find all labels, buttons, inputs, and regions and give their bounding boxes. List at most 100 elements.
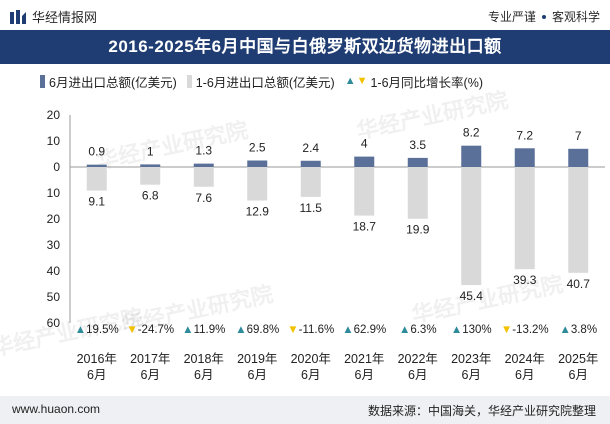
x-tick-label: 2022年 [398,352,438,366]
data-label-cumulative: 18.7 [353,220,377,234]
growth-rate-value: 11.9% [194,324,226,336]
growth-rate-label: ▲69.8% [235,324,279,336]
data-label-cumulative: 40.7 [567,277,591,291]
x-tick-label: 6月 [515,368,534,382]
growth-rate-label: ▲11.9% [182,324,225,336]
data-label-cumulative: 9.1 [88,195,105,209]
x-tick-label: 2024年 [505,352,545,366]
growth-rate-value: 6.3% [410,324,436,336]
brand-name: 华经情报网 [32,10,98,25]
data-label-monthly: 2.4 [302,141,319,155]
bar-cumulative [354,167,375,216]
bar-monthly [461,145,482,167]
growth-rate-value: 62.9% [354,324,387,336]
legend-item-cumulative[interactable]: 1-6月进出口总额(亿美元) [186,72,335,91]
triangle-up-icon: ▲ [559,324,570,336]
y-tick-label: 30 [47,238,61,252]
legend-item-monthly[interactable]: 6月进出口总额(亿美元) [40,72,177,91]
legend-label-cumulative: 1-6月进出口总额(亿美元) [195,75,335,90]
bar-monthly [86,164,107,167]
x-tick-label: 6月 [462,368,481,382]
bar-cumulative [86,167,107,191]
top-bar: 华经情报网 专业严谨 客观科学 [0,0,610,30]
x-tick-label: 2020年 [291,352,331,366]
bar-monthly [140,164,161,167]
x-tick-label: 6月 [408,368,427,382]
x-tick-label: 2021年 [344,352,384,366]
legend-swatch-cumulative [186,74,192,88]
x-tick-label: 2018年 [184,352,224,366]
data-label-cumulative: 45.4 [460,289,484,303]
growth-rate-label: ▲62.9% [342,324,386,336]
x-tick-label: 2025年 [558,352,598,366]
data-label-monthly: 2.5 [249,141,266,155]
data-label-monthly: 8.2 [463,126,480,140]
growth-rate-label: ▲6.3% [399,324,437,336]
bar-cumulative [407,167,428,219]
legend-item-growth[interactable]: ▲ ▼ 1-6月同比增长率(%) [345,72,483,91]
triangle-down-icon: ▼ [501,324,512,336]
triangle-up-icon: ▲ [451,324,462,336]
y-tick-label: 40 [47,264,61,278]
y-tick-label: 0 [53,160,60,174]
footer-source: 数据来源：中国海关，华经产业研究院整理 [367,404,596,418]
growth-rate-value: 69.8% [247,324,280,336]
x-tick-label: 2016年 [77,352,117,366]
data-label-monthly: 1 [147,144,154,158]
triangle-down-icon: ▼ [126,324,137,336]
bar-cumulative [140,167,161,185]
growth-rate-label: ▲130% [451,324,492,336]
triangle-up-icon: ▲ [235,324,246,336]
brand-logo-icon [10,9,26,24]
data-label-monthly: 4 [361,137,368,151]
slogan-right: 客观科学 [551,10,600,24]
data-label-monthly: 7.2 [516,128,533,142]
x-tick-label: 6月 [248,368,267,382]
growth-rate-value: -13.2% [512,324,548,336]
bar-cumulative [300,167,321,197]
y-tick-label: 20 [47,108,61,122]
bar-monthly [568,148,589,167]
growth-rate-value: -11.6% [299,324,335,336]
chart-legend: 6月进出口总额(亿美元) 1-6月进出口总额(亿美元) ▲ ▼ 1-6月同比增长… [40,70,493,92]
x-tick-label: 6月 [301,368,320,382]
title-band: 2016-2025年6月中国与白俄罗斯双边货物进出口额 [0,30,610,64]
bar-cumulative [568,167,589,273]
data-label-monthly: 1.3 [195,144,212,158]
triangle-up-icon: ▲ [399,324,410,336]
legend-label-growth: 1-6月同比增长率(%) [370,75,483,90]
bar-monthly [247,160,268,167]
data-label-monthly: 3.5 [409,138,426,152]
triangle-up-icon: ▲ [182,324,193,336]
bar-cumulative [461,167,482,286]
data-label-monthly: 7 [575,129,582,143]
bar-cumulative [193,167,214,187]
growth-rate-label: ▼-13.2% [501,324,549,336]
footer-site-link[interactable]: www.huaon.com [12,402,101,416]
legend-label-monthly: 6月进出口总额(亿美元) [49,75,177,90]
x-tick-label: 6月 [194,368,213,382]
y-tick-label: 20 [47,212,61,226]
y-tick-label: 50 [47,290,61,304]
bar-cumulative [514,167,535,270]
bar-cumulative [247,167,268,201]
triangle-up-icon: ▲ [344,75,356,87]
y-tick-label: 60 [47,316,61,330]
x-tick-label: 2017年 [130,352,170,366]
growth-rate-label: ▲3.8% [559,324,597,336]
triangle-down-icon: ▼ [356,75,368,87]
growth-rate-label: ▲19.5% [75,324,119,336]
x-tick-label: 6月 [355,368,374,382]
bar-monthly [407,157,428,167]
growth-rate-value: 3.8% [571,324,597,336]
growth-rate-value: 130% [462,324,491,336]
data-label-cumulative: 11.5 [300,201,323,215]
brand[interactable]: 华经情报网 [10,7,97,26]
bar-monthly [514,148,535,167]
bullet-dot-icon [541,14,546,19]
growth-rate-value: 19.5% [86,324,119,336]
data-label-cumulative: 12.9 [246,205,270,219]
triangle-down-icon: ▼ [287,324,298,336]
x-tick-label: 2019年 [237,352,277,366]
